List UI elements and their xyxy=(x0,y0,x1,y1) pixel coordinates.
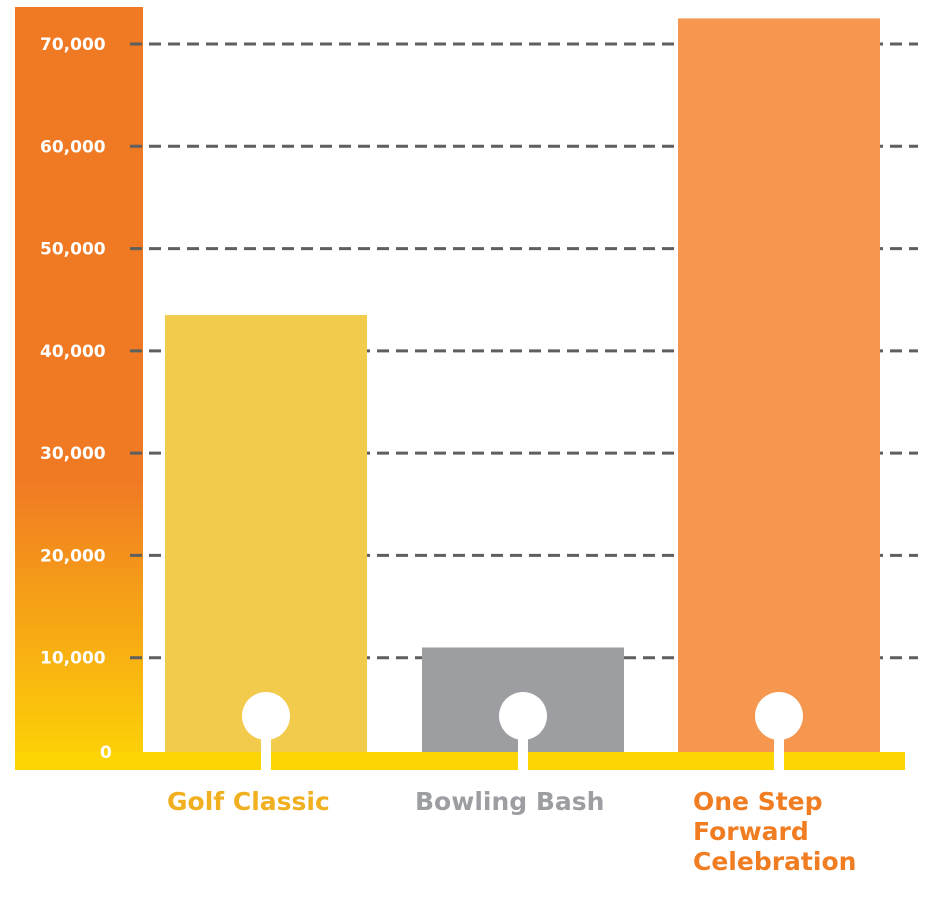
y-tick-label: 0 xyxy=(100,743,112,763)
y-tick-label: 20,000 xyxy=(40,546,106,566)
bar-markers xyxy=(242,692,803,772)
bar xyxy=(678,18,880,752)
marker-dot xyxy=(755,692,803,740)
marker-stem xyxy=(774,716,784,772)
y-tick-label: 40,000 xyxy=(40,342,106,362)
y-tick-label: 60,000 xyxy=(40,137,106,157)
y-tick-label: 50,000 xyxy=(40,240,106,260)
x-category-label-line: Forward xyxy=(693,817,809,846)
baseline xyxy=(15,752,905,770)
y-axis-bar xyxy=(15,7,143,770)
marker-dot xyxy=(242,692,290,740)
x-category-label-line: Celebration xyxy=(693,847,857,876)
x-category-label: One Step Forward Celebration xyxy=(693,787,856,877)
marker-dot xyxy=(499,692,547,740)
y-tick-label: 30,000 xyxy=(40,444,106,464)
marker-stem xyxy=(261,716,271,772)
y-tick-labels: 0 10,000 20,000 30,000 40,000 50,000 60,000 70,… xyxy=(40,35,112,763)
x-category-label-line: One Step xyxy=(693,787,823,816)
x-category-label-line: Golf Classic xyxy=(167,787,330,816)
y-tick-label: 10,000 xyxy=(40,649,106,669)
x-category-label: Bowling Bash xyxy=(415,787,604,817)
marker-stem xyxy=(518,716,528,772)
x-category-label-line: Bowling Bash xyxy=(415,787,605,816)
bar xyxy=(165,315,367,752)
y-tick-label: 70,000 xyxy=(40,35,106,55)
bars xyxy=(165,18,880,752)
x-category-label: Golf Classic xyxy=(167,787,330,817)
